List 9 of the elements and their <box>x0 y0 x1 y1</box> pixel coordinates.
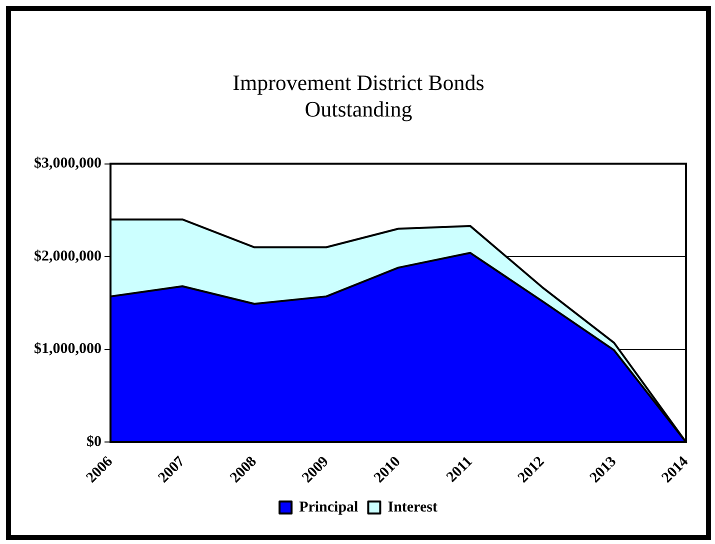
x-tick-label: 2011 <box>444 454 476 486</box>
y-tick-label: $1,000,000 <box>34 341 102 358</box>
y-tick-label: $0 <box>86 434 102 450</box>
text: Improvement District Bonds <box>232 70 484 95</box>
y-tick-label: $2,000,000 <box>34 248 102 264</box>
text: Outstanding <box>304 96 412 122</box>
legend-label: Principal <box>299 499 358 516</box>
y-tick-label: $3,000,000 <box>34 156 102 172</box>
legend-label: Interest <box>388 499 438 516</box>
